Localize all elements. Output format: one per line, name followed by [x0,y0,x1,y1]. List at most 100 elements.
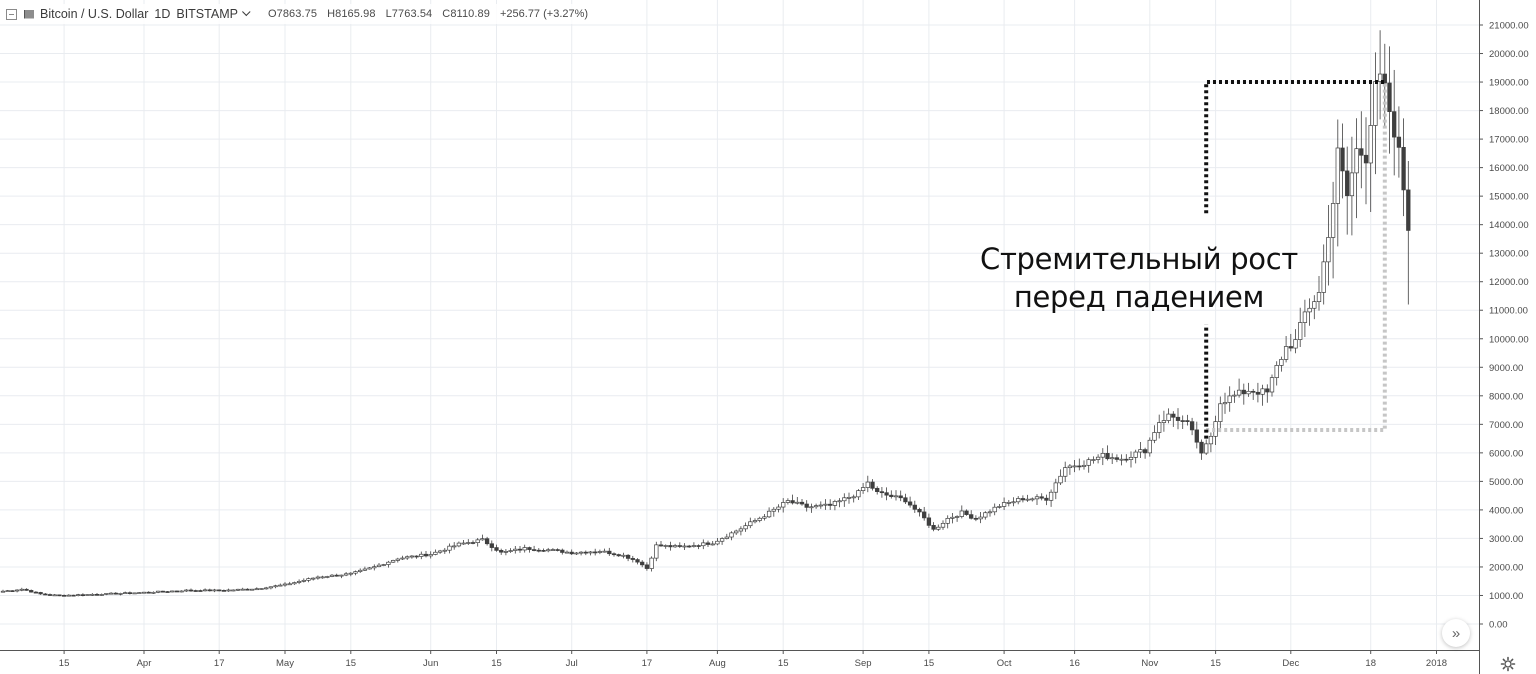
candle-body [254,588,259,591]
candle-body [470,542,476,544]
candle-body [381,564,386,566]
candle-body [461,542,466,545]
candle-body [790,500,795,504]
candle-body [160,590,165,593]
candle [1354,118,1359,219]
candle [235,588,241,591]
candle [1298,307,1303,347]
time-tick-label: 15 [1210,658,1221,669]
candle [1321,244,1326,305]
candle [757,516,762,523]
candle [292,581,297,585]
gray-dotted-range-marker [1206,82,1387,433]
candle-body [1288,346,1293,349]
candle-body [320,576,325,579]
candle-body [1105,453,1110,460]
candle-body [409,555,415,558]
candle-body [907,501,913,506]
candle-body [1194,429,1199,443]
candle [419,551,424,560]
candle-body [503,550,509,553]
candle-body [24,588,29,591]
candle [193,589,198,592]
candle-body [76,594,81,596]
candle-body [973,517,979,520]
candle [170,590,175,593]
candle [513,545,518,554]
candle [33,591,39,594]
scroll-to-realtime-button[interactable]: » [1442,619,1470,647]
candle-body [19,588,24,591]
candle-body [931,525,936,530]
candle-body [1401,147,1406,191]
candle [1044,494,1049,506]
symbol-legend: Bitcoin / U.S. Dollar 1D BITSTAMP O7863.… [6,4,595,24]
candle [1185,414,1190,426]
candle [207,588,212,592]
candle [1246,382,1251,397]
candle [795,497,800,505]
candle-body [846,496,852,499]
candle-body [1345,170,1350,197]
candle [43,592,48,596]
candle [1100,448,1105,466]
candle [19,587,24,592]
candle [118,592,123,596]
candle [1157,414,1162,439]
candle [447,543,452,554]
symbol-name: Bitcoin / U.S. Dollar [40,7,149,21]
candle-body [367,567,372,570]
candle-body [1063,467,1068,477]
candle-body [137,592,142,594]
candle [922,506,927,521]
chevron-down-icon[interactable] [242,7,251,17]
candle-body [301,579,306,582]
candle-body [522,547,527,551]
candle [616,553,621,557]
candle-body [602,550,607,553]
candle [1119,454,1124,466]
candle-body [729,532,734,538]
candle-body [875,487,880,492]
candle [405,555,410,560]
candle [813,503,819,509]
candle [696,544,701,550]
candle-body [776,506,781,510]
candle-body [343,573,349,576]
candle-body [376,564,382,568]
candle-body [1236,389,1242,396]
candle-body [785,500,791,503]
collapse-legend-icon[interactable] [6,8,17,20]
candle [29,589,34,593]
candle-body [607,550,612,555]
candle-body [1307,307,1312,313]
candle-body [748,521,753,527]
candle [912,500,917,513]
candle-body [1312,301,1317,309]
candle-body [1354,148,1359,174]
candle-body [1204,443,1209,454]
symbol-selector[interactable]: Bitcoin / U.S. Dollar 1D BITSTAMP [40,7,238,21]
candle-body [489,543,494,548]
candle-body [691,545,697,547]
gear-icon[interactable] [1500,656,1516,672]
candle [1392,69,1397,176]
candle [743,522,748,532]
candle [428,551,433,559]
candle [456,541,462,548]
candle-body [184,589,189,592]
candle-body [52,594,57,597]
candle-body [644,564,650,569]
candle [790,494,795,505]
candle [400,555,405,561]
candle-body [884,492,889,496]
candle-body [766,510,772,518]
candle-body [550,549,556,551]
candle [823,499,828,510]
price-tick-label: 9000.00 [1489,363,1523,374]
candle-body [414,555,419,558]
candle [311,577,316,581]
candle-body [611,553,617,556]
candle [1241,383,1246,405]
